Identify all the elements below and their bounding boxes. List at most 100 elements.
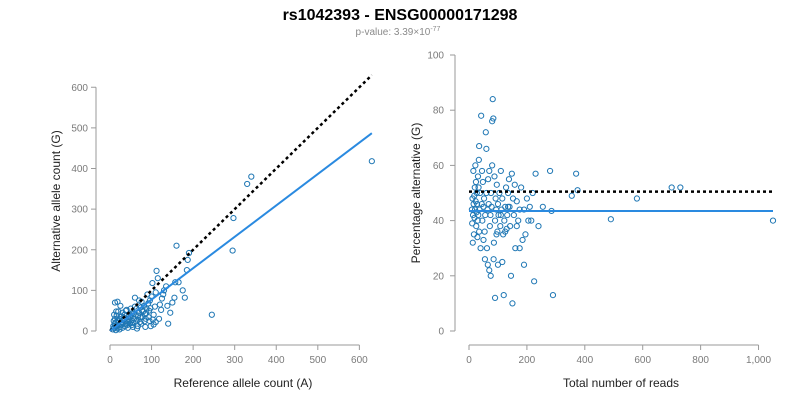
- data-point: [507, 272, 515, 279]
- y-tick-label: 300: [71, 205, 88, 216]
- data-point: [152, 289, 159, 296]
- y-tick-label: 20: [433, 271, 445, 282]
- data-point: [158, 295, 166, 302]
- x-axis-label: Total number of reads: [563, 376, 679, 390]
- data-point: [208, 311, 215, 318]
- data-point: [522, 231, 529, 238]
- data-point: [179, 287, 186, 294]
- data-point: [173, 242, 180, 249]
- data-point: [479, 178, 486, 186]
- y-tick-label: 0: [438, 327, 444, 338]
- data-point: [483, 189, 490, 197]
- data-point: [477, 245, 484, 252]
- data-point: [152, 318, 159, 326]
- data-point: [511, 181, 518, 188]
- data-point: [512, 245, 519, 252]
- data-point: [470, 200, 477, 208]
- data-point: [573, 170, 580, 177]
- y-tick-label: 500: [71, 123, 88, 134]
- data-point: [475, 156, 482, 163]
- data-point: [244, 180, 251, 188]
- data-point: [150, 311, 157, 318]
- data-point: [497, 223, 504, 230]
- data-point: [502, 184, 510, 191]
- data-point: [490, 115, 497, 122]
- data-point: [116, 326, 123, 333]
- data-point: [230, 214, 237, 222]
- data-point: [469, 211, 477, 219]
- data-point: [468, 206, 475, 213]
- data-point: [149, 279, 156, 287]
- data-point: [769, 217, 777, 224]
- chart-subtitle: p-value: 3.39×10-77: [356, 26, 441, 38]
- data-point: [515, 217, 522, 224]
- data-point: [368, 158, 375, 165]
- data-point: [501, 217, 508, 224]
- data-point: [568, 192, 575, 199]
- data-point: [114, 298, 121, 305]
- data-point: [484, 206, 491, 213]
- data-point: [144, 291, 151, 298]
- data-point: [529, 189, 536, 197]
- data-point: [134, 323, 141, 330]
- data-point: [549, 292, 557, 299]
- x-tick-label: 200: [519, 355, 536, 366]
- data-point: [528, 217, 535, 224]
- data-point: [472, 162, 479, 169]
- data-point: [513, 223, 520, 230]
- data-point: [505, 176, 513, 183]
- x-axis-label: Reference allele count (A): [174, 376, 313, 390]
- x-tick-label: 0: [107, 355, 113, 366]
- data-point: [526, 203, 533, 210]
- data-point: [493, 231, 500, 238]
- data-point: [481, 256, 489, 263]
- data-point: [156, 301, 163, 308]
- data-point: [472, 178, 480, 186]
- data-point: [470, 167, 477, 175]
- data-point: [546, 167, 554, 175]
- data-point: [475, 184, 482, 191]
- data-point: [476, 228, 483, 235]
- data-point: [181, 294, 188, 301]
- data-point: [248, 173, 255, 180]
- data-point: [485, 176, 492, 183]
- data-point: [476, 142, 483, 150]
- data-point: [499, 195, 506, 202]
- data-point: [470, 231, 478, 238]
- y-axis-label: Percentage alternative (G): [409, 123, 423, 264]
- data-point: [519, 236, 526, 244]
- data-point: [487, 189, 495, 197]
- data-point: [482, 211, 489, 219]
- data-point: [502, 228, 509, 235]
- y-tick-label: 80: [433, 106, 445, 117]
- data-point: [493, 206, 500, 213]
- data-point: [508, 170, 515, 177]
- data-point: [479, 217, 486, 224]
- data-point: [520, 206, 528, 213]
- data-point: [531, 278, 538, 285]
- data-point: [155, 315, 163, 322]
- data-point: [494, 200, 502, 208]
- data-point: [123, 320, 130, 327]
- x-tick-label: 600: [351, 355, 368, 366]
- y-tick-label: 60: [433, 161, 445, 172]
- data-point: [471, 206, 479, 213]
- y-tick-label: 200: [71, 245, 88, 256]
- subtitle-exponent: -77: [430, 26, 440, 33]
- fit-line: [109, 132, 373, 332]
- data-point: [167, 309, 174, 316]
- data-point: [111, 311, 118, 318]
- data-point: [509, 195, 517, 202]
- data-point: [184, 256, 191, 264]
- x-tick-label: 500: [309, 355, 326, 366]
- data-point: [500, 292, 507, 299]
- data-point: [486, 267, 493, 274]
- data-point: [494, 228, 501, 235]
- data-point: [509, 300, 516, 307]
- x-tick-label: 300: [226, 355, 243, 366]
- data-point: [486, 167, 493, 175]
- data-point: [492, 195, 499, 202]
- reference-line: [109, 74, 373, 332]
- data-point: [532, 170, 539, 177]
